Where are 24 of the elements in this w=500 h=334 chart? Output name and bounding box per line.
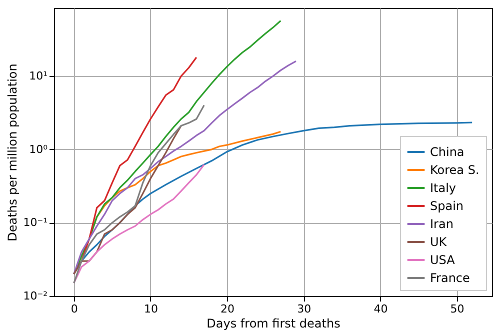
y-tick-label: 10¹ (29, 70, 48, 83)
legend-label: France (430, 271, 470, 285)
line-series (73, 124, 182, 275)
x-tick-label: 0 (70, 302, 78, 316)
line-series (73, 104, 205, 284)
x-tick-label: 30 (297, 302, 312, 316)
legend-label: Spain (430, 199, 464, 213)
legend-label: Italy (430, 181, 456, 195)
x-axis-title: Days from first deaths (206, 316, 340, 330)
y-tick-label: 10⁻² (23, 290, 48, 302)
y-tick-label: 10⁰ (29, 142, 48, 156)
legend-label: Iran (430, 217, 454, 231)
x-tick-label: 40 (374, 302, 388, 316)
y-tick-label: 10⁻¹ (23, 216, 48, 230)
legend-label: UK (430, 235, 448, 249)
legend-label: Korea S. (430, 163, 480, 177)
legend-label: China (430, 145, 464, 159)
x-tick-label: 20 (220, 302, 235, 316)
y-axis-title: Deaths per million population (5, 64, 20, 242)
legend-label: USA (430, 253, 456, 267)
line-series (73, 164, 205, 284)
x-tick-label: 10 (144, 302, 158, 316)
x-tick-label: 50 (450, 302, 464, 316)
line-series (73, 60, 297, 275)
